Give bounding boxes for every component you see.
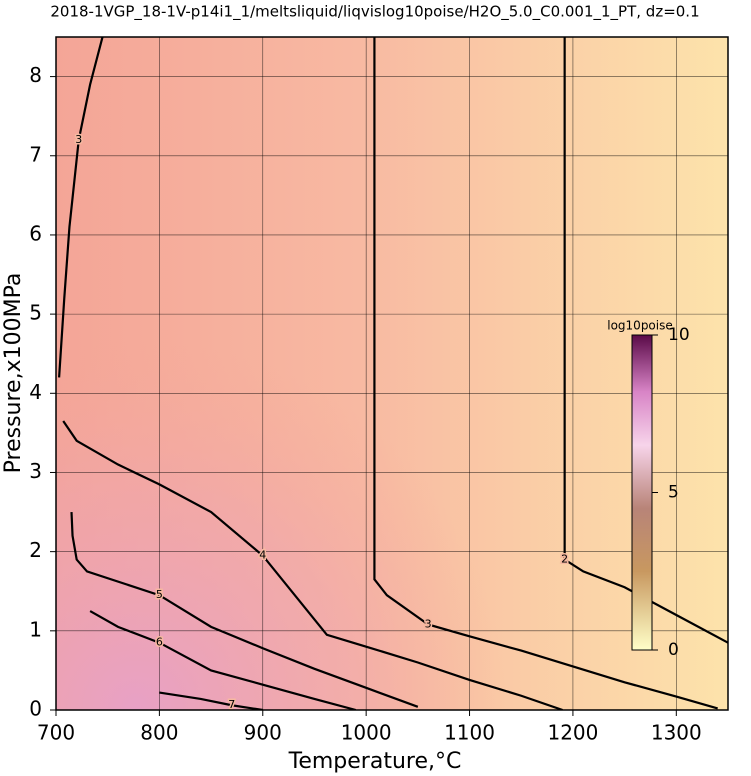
x-tick-label: 1000 bbox=[341, 721, 392, 745]
y-tick-label: 6 bbox=[29, 221, 42, 245]
y-tick-label: 7 bbox=[29, 142, 42, 166]
contour-line bbox=[89, 610, 357, 710]
contour-label: 3 bbox=[425, 617, 432, 630]
contour-line bbox=[159, 691, 263, 710]
contour-label: 6 bbox=[156, 636, 163, 649]
contour-line bbox=[70, 512, 419, 708]
x-tick-label: 1300 bbox=[651, 721, 702, 745]
contour-label: 4 bbox=[259, 549, 266, 562]
x-tick-label: 1200 bbox=[547, 721, 598, 745]
colorbar-tick-label: 10 bbox=[668, 325, 690, 345]
contour-label: 5 bbox=[156, 588, 163, 601]
x-tick-label: 900 bbox=[244, 721, 282, 745]
y-tick-label: 4 bbox=[29, 380, 42, 404]
x-tick-label: 800 bbox=[140, 721, 178, 745]
colorbar-label: log10poise bbox=[607, 319, 673, 333]
contour-label: 7 bbox=[228, 698, 235, 711]
colorbar-tick-label: 0 bbox=[668, 640, 679, 660]
contour-label: 2 bbox=[561, 553, 568, 566]
plot-frame bbox=[55, 36, 729, 711]
x-tick-label: 700 bbox=[37, 721, 75, 745]
x-tick-label: 1100 bbox=[444, 721, 495, 745]
x-axis-label: Temperature,°C bbox=[288, 749, 462, 774]
y-tick-label: 2 bbox=[29, 538, 42, 562]
contour-line bbox=[563, 37, 728, 644]
y-axis-label: Pressure,x100MPa bbox=[1, 273, 26, 474]
colorbar bbox=[631, 334, 653, 651]
contour-line bbox=[373, 37, 718, 710]
contour-line bbox=[62, 420, 563, 710]
chart-title: 2018-1VGP_18-1V-p14i1_1/meltsliquid/liqv… bbox=[50, 3, 699, 22]
contour-label: 3 bbox=[75, 133, 82, 146]
plot-shading bbox=[56, 37, 728, 710]
y-tick-label: 5 bbox=[29, 301, 42, 325]
y-tick-label: 0 bbox=[29, 697, 42, 721]
y-tick-label: 8 bbox=[29, 63, 42, 87]
y-tick-label: 1 bbox=[29, 617, 42, 641]
y-tick-label: 3 bbox=[29, 459, 42, 483]
contour-line bbox=[58, 37, 104, 378]
colorbar-tick-label: 5 bbox=[668, 483, 679, 503]
